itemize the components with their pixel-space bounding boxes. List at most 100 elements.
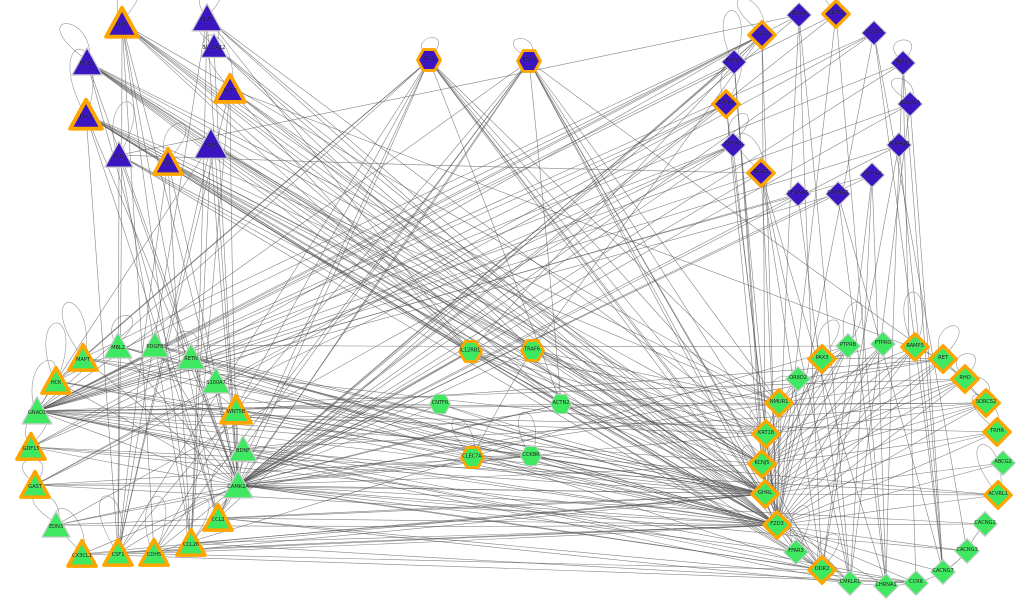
- node-esr2[interactable]: ESR2: [516, 48, 542, 74]
- node-trhr[interactable]: TRHR: [982, 417, 1012, 447]
- edge: [776, 524, 887, 587]
- node-muc1[interactable]: MUC1: [70, 45, 104, 79]
- node-chrna5[interactable]: CHRNA5: [784, 180, 812, 208]
- edge: [217, 60, 530, 519]
- node-epha5[interactable]: EPHA5: [720, 48, 748, 76]
- node-fn1[interactable]: FN1: [103, 139, 135, 171]
- self-loop-edge: [771, 375, 792, 400]
- node-slc6a12[interactable]: SLC6A12: [199, 31, 229, 61]
- node-amhr2[interactable]: AMHR2: [858, 161, 886, 189]
- node-ptpro[interactable]: PTPRO: [869, 330, 897, 358]
- node-fzd3[interactable]: FZD3: [762, 510, 792, 540]
- node-epha4[interactable]: EPHA4: [711, 89, 741, 119]
- node-gast[interactable]: GAST: [19, 469, 51, 501]
- node-mbl2[interactable]: MBL2: [102, 330, 134, 362]
- edge: [36, 61, 735, 412]
- edge: [34, 484, 778, 526]
- diamond-glyph: [746, 158, 776, 188]
- diamond-glyph: [886, 132, 912, 158]
- node-plat[interactable]: PLAT: [190, 1, 224, 35]
- node-csf1[interactable]: CSF1: [102, 537, 134, 569]
- edge: [85, 114, 797, 553]
- triangle-glyph: [41, 510, 71, 538]
- node-plxnb1[interactable]: PLXN: [68, 97, 104, 133]
- node-clec7a[interactable]: CLEC7A: [459, 445, 485, 470]
- edge: [760, 172, 778, 526]
- node-cacng3[interactable]: CACNG3: [953, 537, 981, 565]
- node-acvrl1[interactable]: ACVRL1: [983, 480, 1013, 510]
- edge: [237, 350, 471, 486]
- node-ccl26[interactable]: CCL26: [175, 527, 207, 559]
- node-klrf1[interactable]: KLRF1: [821, 0, 851, 29]
- triangle-glyph: [200, 32, 228, 58]
- node-il1r2[interactable]: IL1R2: [747, 20, 777, 50]
- edge: [206, 17, 471, 352]
- node-ccr6[interactable]: CCR6: [902, 569, 930, 597]
- diamond-glyph: [861, 20, 887, 46]
- hexagon-glyph: [457, 339, 483, 363]
- node-fgf6[interactable]: FGF6: [192, 125, 230, 163]
- node-artn[interactable]: ARTN: [213, 72, 247, 106]
- triangle-glyph: [66, 538, 98, 568]
- node-pdgfb[interactable]: PDGFB: [139, 329, 171, 361]
- node-edn3[interactable]: EDN3: [40, 509, 72, 541]
- node-traf6[interactable]: TRAF6: [519, 338, 545, 363]
- edge: [237, 103, 727, 486]
- edge: [82, 34, 763, 359]
- node-cmklr1[interactable]: CMKLR1: [836, 569, 864, 597]
- node-camk2a[interactable]: CAMK2A: [221, 468, 255, 502]
- node-ddr2[interactable]: DDR2: [807, 555, 837, 585]
- node-cacng5[interactable]: CACNG5: [824, 180, 852, 208]
- node-mip2[interactable]: MIP2: [104, 5, 140, 41]
- node-cacng2[interactable]: CACNG2: [971, 510, 999, 538]
- node-gnao1[interactable]: GNAO1: [20, 394, 54, 428]
- diamond-glyph: [786, 2, 812, 28]
- node-bdnf[interactable]: BDNF: [227, 433, 259, 465]
- node-ptprb[interactable]: PTPRB: [834, 332, 862, 360]
- node-kcnj5[interactable]: KCNJ5: [747, 449, 777, 479]
- node-krt18[interactable]: KRT18: [751, 419, 781, 449]
- node-adra1a[interactable]: ADRA1A: [896, 90, 924, 118]
- node-scn3b[interactable]: SCN3B: [860, 19, 888, 47]
- edge: [167, 161, 192, 544]
- edge: [86, 61, 239, 486]
- node-itga8[interactable]: ITGA8: [785, 1, 813, 29]
- node-actn2[interactable]: ACTN2: [549, 392, 573, 416]
- node-wnt5b[interactable]: WNT5B: [219, 393, 253, 427]
- node-ramp3[interactable]: RAMP3: [900, 332, 930, 362]
- node-nmur1[interactable]: NMUR1: [764, 388, 794, 418]
- node-hck[interactable]: HCK: [40, 365, 72, 397]
- node-itga2[interactable]: ITGA2: [746, 158, 776, 188]
- edge: [776, 343, 884, 526]
- node-il12rb1[interactable]: IL12RB1: [457, 339, 483, 364]
- edge: [776, 402, 987, 526]
- node-cckbr[interactable]: CCKBR: [519, 444, 543, 468]
- node-ffar3[interactable]: FFAR3: [782, 538, 810, 566]
- node-epha3[interactable]: EPHA3: [719, 131, 747, 159]
- edge: [531, 349, 766, 495]
- diamond-glyph: [764, 388, 794, 418]
- node-sorcs2[interactable]: SORCS2: [971, 388, 1001, 418]
- node-gdf15[interactable]: GDF15: [15, 431, 47, 463]
- node-abcg2[interactable]: ABCG2: [989, 449, 1017, 477]
- node-trpv3[interactable]: TRPV3: [889, 49, 917, 77]
- triangle-glyph: [104, 5, 140, 39]
- edge: [902, 62, 917, 584]
- node-ghrl[interactable]: GHRL: [750, 479, 780, 509]
- node-cacng7[interactable]: CACNG7: [929, 558, 957, 586]
- edge: [761, 358, 944, 465]
- node-irs1[interactable]: IRS1: [416, 47, 442, 73]
- edge: [153, 59, 430, 554]
- edge: [30, 446, 999, 496]
- edge: [167, 161, 766, 495]
- node-cntfr[interactable]: CNTFR: [428, 392, 452, 416]
- node-cdh5[interactable]: CDH5: [138, 537, 170, 569]
- node-prl[interactable]: PRL: [152, 146, 184, 178]
- node-chrna1[interactable]: CHRNA1: [872, 572, 900, 600]
- edge: [765, 378, 966, 435]
- self-loop-edge: [956, 353, 976, 376]
- diamond-glyph: [930, 559, 956, 585]
- node-cx3cl1[interactable]: CX3CL1: [66, 538, 98, 570]
- node-adra1b[interactable]: ADRA1B: [885, 131, 913, 159]
